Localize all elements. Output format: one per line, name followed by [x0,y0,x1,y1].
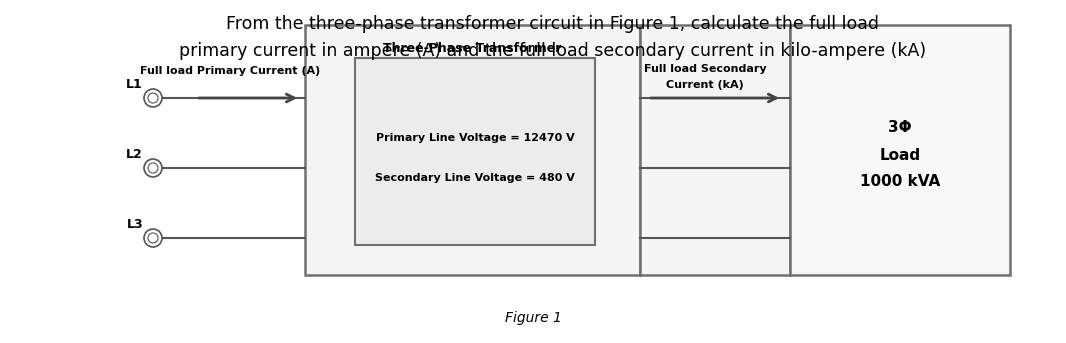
Text: Full load Secondary: Full load Secondary [644,64,766,74]
Bar [355,58,595,245]
Circle shape [144,159,162,177]
Circle shape [148,163,158,173]
Circle shape [148,233,158,243]
Bar [305,25,640,275]
Text: From the three-phase transformer circuit in Figure 1, calculate the full load: From the three-phase transformer circuit… [226,15,879,33]
Text: 1000 kVA: 1000 kVA [860,175,940,189]
Text: Current (kA): Current (kA) [666,80,744,90]
Text: L3: L3 [127,217,143,230]
Bar [790,25,1010,275]
Text: Primary Line Voltage = 12470 V: Primary Line Voltage = 12470 V [375,133,575,143]
Circle shape [148,93,158,103]
Text: Figure 1: Figure 1 [504,311,562,325]
Text: 3Φ: 3Φ [888,120,911,135]
Bar [640,25,790,275]
Text: Secondary Line Voltage = 480 V: Secondary Line Voltage = 480 V [375,173,575,183]
Text: L2: L2 [126,147,143,161]
Text: primary current in ampere (A) and the full load secondary current in kilo-ampere: primary current in ampere (A) and the fu… [179,42,926,60]
Text: Three-Phase Transformer: Three-Phase Transformer [384,42,562,55]
Circle shape [144,229,162,247]
Text: L1: L1 [126,78,143,91]
Circle shape [144,89,162,107]
Text: Load: Load [879,147,921,163]
Text: Full load Primary Current (A): Full load Primary Current (A) [140,66,320,76]
